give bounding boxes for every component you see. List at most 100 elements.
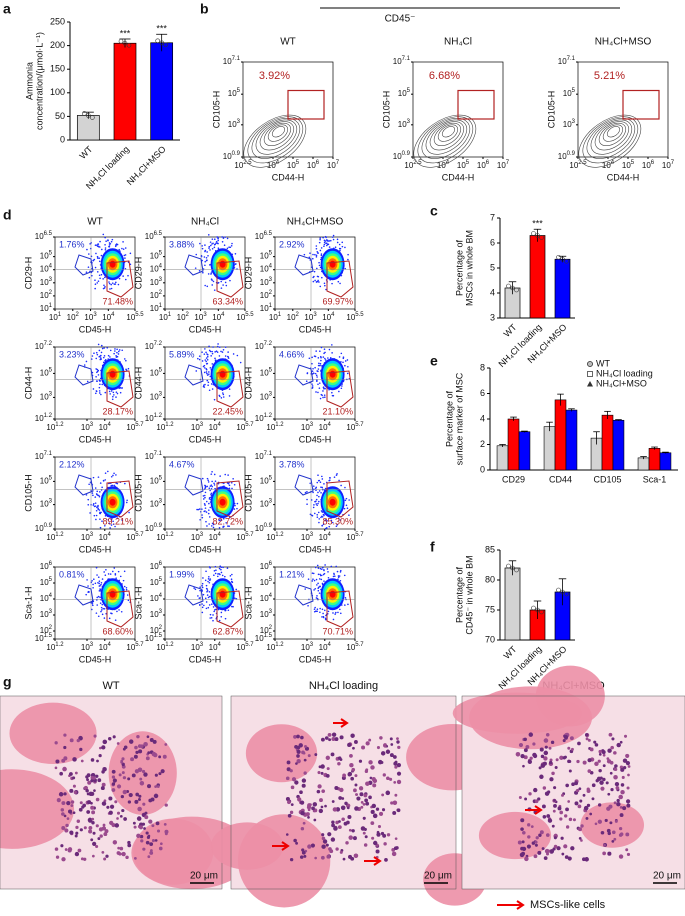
event-dot bbox=[346, 359, 349, 361]
event-dot bbox=[104, 524, 106, 527]
y-axis-label: CD105-H bbox=[23, 474, 33, 512]
tick-base: 10 bbox=[260, 500, 269, 509]
event-dot bbox=[324, 618, 327, 621]
event-dot bbox=[98, 386, 101, 389]
cell-nucleus bbox=[85, 775, 89, 779]
tick-label: 104 bbox=[102, 312, 115, 323]
border bbox=[0, 695, 223, 890]
tick-exp: 7.1 bbox=[154, 451, 163, 457]
cell-nucleus bbox=[300, 735, 304, 740]
cell-nucleus bbox=[348, 828, 352, 832]
event-dot bbox=[201, 516, 204, 519]
tick-exp: 1.2 bbox=[165, 642, 174, 648]
event-dot bbox=[220, 571, 223, 574]
event-dot bbox=[338, 356, 341, 358]
cell-nucleus bbox=[72, 811, 76, 815]
event-dot bbox=[329, 357, 332, 359]
event-dot bbox=[207, 481, 210, 483]
tick-label: 107.1 bbox=[145, 451, 163, 462]
cell-nucleus bbox=[537, 797, 541, 801]
event-dot bbox=[236, 354, 239, 357]
cell-nucleus bbox=[101, 745, 106, 750]
tick-base: 10 bbox=[287, 161, 296, 170]
tick-exp: 5.7 bbox=[135, 642, 144, 648]
event-dot bbox=[118, 349, 121, 351]
y-axis-label: CD105-H bbox=[243, 474, 253, 512]
event-dot bbox=[102, 607, 105, 610]
cell-nucleus bbox=[582, 793, 586, 797]
cell-nucleus bbox=[58, 792, 64, 797]
cell-nucleus bbox=[553, 844, 558, 849]
event-dot bbox=[315, 374, 318, 377]
cell-nucleus bbox=[386, 776, 390, 781]
event-dot bbox=[123, 570, 126, 573]
cell-nucleus bbox=[610, 787, 614, 792]
event-dot bbox=[201, 606, 204, 609]
tick-label: 107.2 bbox=[255, 341, 273, 352]
event-dot bbox=[347, 365, 349, 368]
event-dot bbox=[96, 604, 99, 606]
tick-exp: 3 bbox=[407, 118, 411, 124]
event-dot bbox=[99, 358, 102, 361]
cell-nucleus bbox=[331, 820, 335, 824]
cell-nucleus bbox=[326, 767, 330, 771]
percent-red: 70.71% bbox=[322, 626, 353, 636]
cell-nucleus bbox=[141, 822, 146, 826]
cell-nucleus bbox=[331, 732, 337, 737]
percent-blue: 4.67% bbox=[169, 459, 195, 469]
tick-label: 101.2 bbox=[156, 532, 174, 543]
event-dot bbox=[311, 383, 313, 385]
x-axis-label: CD44-H bbox=[442, 172, 475, 182]
tick-label: 105 bbox=[398, 88, 411, 99]
cell-nucleus bbox=[138, 825, 144, 830]
event-dot bbox=[328, 525, 331, 528]
event-dot bbox=[205, 371, 208, 373]
tick-label: 101.2 bbox=[46, 642, 64, 653]
cell-nucleus bbox=[151, 824, 155, 828]
event-dot bbox=[99, 240, 101, 243]
x-axis-label: CD44-H bbox=[607, 172, 640, 182]
cell-nucleus bbox=[95, 797, 100, 802]
tick-exp: 4 bbox=[331, 312, 335, 318]
event-dot bbox=[338, 243, 341, 246]
event-dot bbox=[337, 578, 339, 581]
tick-base: 10 bbox=[558, 57, 567, 66]
cell-nucleus bbox=[602, 851, 606, 856]
x-axis-label: CD45-H bbox=[189, 434, 222, 444]
gate-blue bbox=[74, 254, 94, 276]
tick-label: 103 bbox=[301, 642, 314, 653]
bar bbox=[150, 42, 174, 141]
cell-nucleus bbox=[319, 798, 323, 803]
event-dot bbox=[213, 610, 215, 613]
event-dot bbox=[93, 258, 96, 261]
cell-nucleus bbox=[520, 827, 524, 831]
cell-nucleus bbox=[584, 857, 589, 862]
event-dot bbox=[317, 511, 320, 514]
error-bar bbox=[521, 430, 528, 433]
event-dot bbox=[126, 594, 129, 596]
cell-nucleus bbox=[620, 789, 625, 795]
event-dot bbox=[110, 484, 113, 487]
error-bar bbox=[508, 560, 517, 576]
error-bar bbox=[651, 446, 658, 450]
event-dot bbox=[206, 485, 209, 488]
event-dot bbox=[115, 243, 118, 245]
event-dot bbox=[208, 373, 210, 375]
event-dot bbox=[224, 236, 226, 238]
tick-label: 107.1 bbox=[393, 56, 411, 67]
event-dot bbox=[107, 470, 109, 473]
event-dot bbox=[91, 274, 93, 277]
event-dot bbox=[315, 597, 318, 599]
event-dot bbox=[234, 504, 236, 507]
cell-nucleus bbox=[553, 836, 557, 840]
tick-exp: 5 bbox=[572, 88, 576, 94]
tick-base: 10 bbox=[346, 643, 355, 652]
cell-nucleus bbox=[125, 855, 129, 860]
tick-exp: 3 bbox=[237, 118, 241, 124]
tick-exp: 4 bbox=[221, 312, 225, 318]
event-dot bbox=[319, 362, 322, 365]
event-dot bbox=[230, 578, 233, 580]
cell-nucleus bbox=[70, 804, 74, 807]
tick-base: 10 bbox=[126, 533, 135, 542]
event-dot bbox=[125, 586, 128, 589]
